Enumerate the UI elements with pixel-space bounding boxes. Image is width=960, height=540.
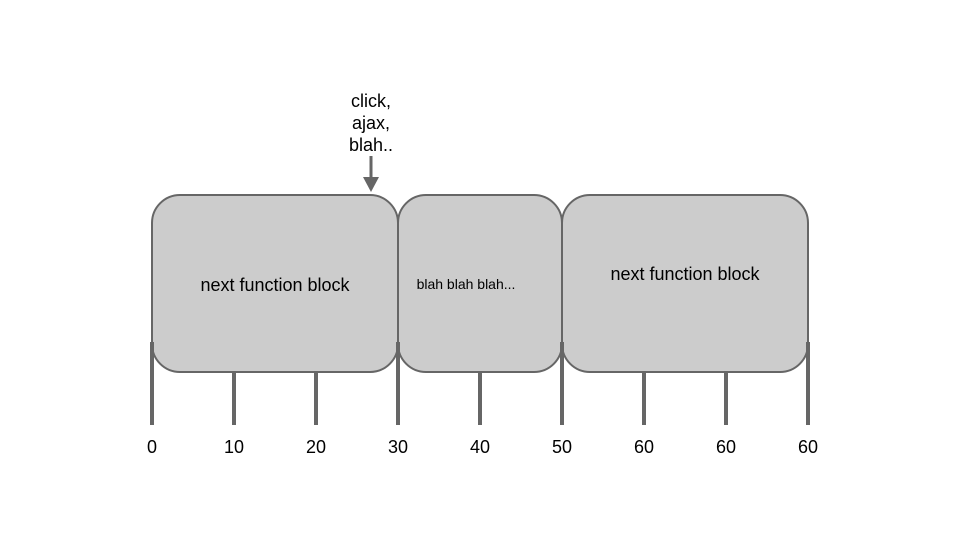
tick-label: 50 (552, 437, 572, 457)
function-block-1-label: next function block (200, 275, 350, 295)
function-block-3 (561, 194, 809, 373)
function-blocks (151, 194, 809, 373)
tick-label: 60 (798, 437, 818, 457)
function-block-2-label: blah blah blah... (417, 276, 516, 292)
tick-label: 10 (224, 437, 244, 457)
event-arrowhead (363, 177, 379, 192)
event-label-line-3: blah.. (349, 135, 393, 155)
event-indicator: click, ajax, blah.. (349, 91, 393, 192)
timeline-ticks: 0 10 20 30 40 50 60 60 60 (147, 342, 818, 457)
tick-label: 60 (634, 437, 654, 457)
tick-label: 20 (306, 437, 326, 457)
tick-label: 40 (470, 437, 490, 457)
event-label-line-1: click, (351, 91, 391, 111)
function-block-3-label: next function block (610, 264, 760, 284)
tick-label: 60 (716, 437, 736, 457)
tick-label: 30 (388, 437, 408, 457)
tick-label: 0 (147, 437, 157, 457)
event-label-line-2: ajax, (352, 113, 390, 133)
